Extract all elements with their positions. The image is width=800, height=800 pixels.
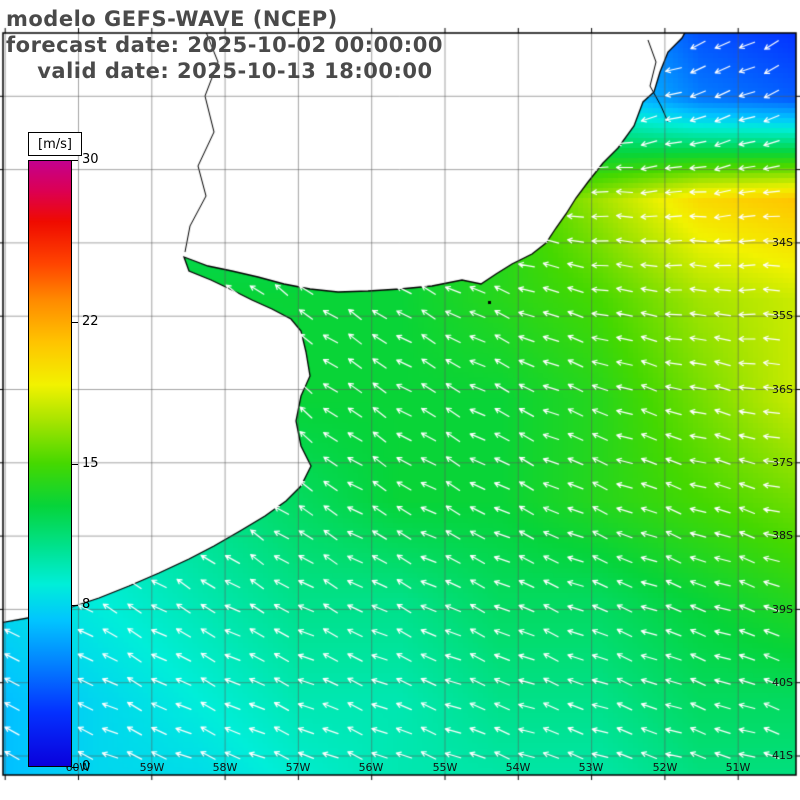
colorbar-tick-label: 0 xyxy=(82,759,91,774)
lon-tick-label: 56W xyxy=(358,761,384,774)
colorbar-tick-mark xyxy=(72,605,78,607)
lat-tick-label: 39S xyxy=(772,603,793,616)
colorbar-tick-mark xyxy=(72,160,78,161)
lat-tick-label: 37S xyxy=(772,456,793,469)
lat-tick-label: 36S xyxy=(772,383,793,396)
title-block: modelo GEFS-WAVE (NCEP) forecast date: 2… xyxy=(6,6,443,84)
colorbar-tick-label: 30 xyxy=(82,152,99,167)
lon-tick-label: 55W xyxy=(432,761,458,774)
lat-tick-label: 41S xyxy=(772,749,793,762)
lon-tick-label: 52W xyxy=(652,761,678,774)
colorbar-gradient xyxy=(28,160,72,767)
colorbar-tick-label: 8 xyxy=(82,597,91,613)
lat-tick-label: 40S xyxy=(772,676,793,689)
lon-tick-label: 53W xyxy=(578,761,604,774)
colorbar-unit-label: [m/s] xyxy=(28,132,82,156)
lat-tick-label: 38S xyxy=(772,529,793,542)
lon-tick-label: 54W xyxy=(505,761,531,774)
colorbar-tick-mark xyxy=(72,767,78,768)
lat-tick-label: 34S xyxy=(772,236,793,249)
valid-date: valid date: 2025-10-13 18:00:00 xyxy=(6,59,433,83)
forecast-date: forecast date: 2025-10-02 00:00:00 xyxy=(6,33,443,57)
model-title: modelo GEFS-WAVE (NCEP) xyxy=(6,7,338,31)
lon-tick-label: 59W xyxy=(139,761,165,774)
lon-tick-label: 57W xyxy=(285,761,311,774)
colorbar-tick-mark xyxy=(72,463,78,465)
lat-tick-label: 35S xyxy=(772,309,793,322)
colorbar-tick-mark xyxy=(72,321,78,323)
lon-tick-label: 51W xyxy=(725,761,751,774)
colorbar-tick-label: 22 xyxy=(82,313,99,329)
colorbar-tick-label: 15 xyxy=(82,455,99,471)
lon-tick-label: 58W xyxy=(212,761,238,774)
